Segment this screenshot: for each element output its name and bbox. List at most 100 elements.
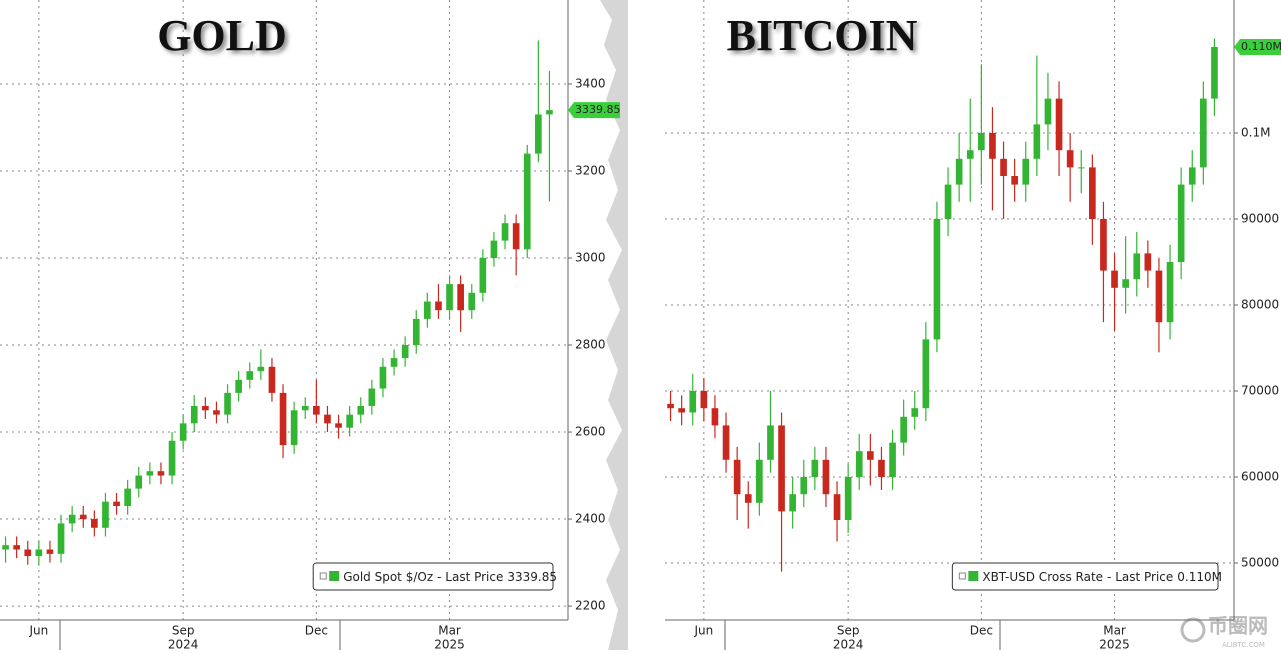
candle-body [1200, 98, 1207, 168]
candle-body [79, 514, 87, 520]
candle-body [202, 405, 209, 411]
candle-body [1022, 158, 1030, 185]
candle-body [490, 240, 498, 259]
legend-toggle [958, 572, 966, 580]
candle-body [1211, 46, 1218, 99]
x-year-label: 2025 [1099, 638, 1130, 651]
y-tick-label: 50000 [1241, 555, 1279, 569]
candle-body [822, 459, 830, 495]
candle-body [190, 405, 198, 424]
candle-body [213, 410, 220, 415]
legend-box [951, 562, 1219, 591]
candle-body [978, 132, 985, 151]
watermark-url: ALIBTC.COM [1222, 641, 1265, 649]
legend: Gold Spot $/Oz - Last Price 3339.85 [312, 562, 557, 591]
candle-body [301, 405, 309, 411]
y-tick-label: 2400 [575, 512, 606, 526]
candle-body [1188, 167, 1196, 185]
candle-body [1011, 175, 1018, 185]
legend-note: - Last Price [1107, 570, 1173, 584]
candle-body [667, 403, 674, 409]
candle-body [401, 345, 409, 359]
legend-swatch [329, 571, 340, 581]
candle-body [424, 301, 431, 319]
candle-body [944, 184, 952, 219]
legend-value: 3339.85 [507, 570, 557, 584]
candle-body [290, 410, 298, 446]
candle-body [91, 519, 98, 528]
y-tick-label: 2200 [575, 599, 606, 613]
candle-body [789, 494, 796, 512]
candle-body [844, 476, 852, 520]
candle-body [1066, 150, 1074, 168]
y-tick-label: 2600 [575, 425, 606, 439]
candle-body [390, 358, 398, 367]
candle-body [124, 488, 131, 507]
candle-body [867, 451, 874, 460]
candle-body [335, 423, 342, 428]
candle-body [224, 392, 231, 415]
candle-body [13, 545, 20, 550]
candle-body [1122, 279, 1129, 288]
candle-body [46, 549, 54, 554]
y-tick-label: 80000 [1241, 297, 1279, 311]
candle-body [479, 258, 487, 293]
chart-title: BITCOIN [727, 11, 918, 60]
candle-body [1111, 270, 1118, 288]
candle-body [435, 301, 442, 311]
candle-body [778, 425, 785, 512]
y-tick-label: 3200 [575, 163, 606, 177]
x-year-label: 2025 [434, 638, 465, 651]
candle-body [446, 284, 453, 311]
candle-body [357, 405, 365, 415]
candle-body [523, 153, 531, 250]
legend-note: - Last Price [437, 570, 503, 584]
candle-body [146, 471, 154, 476]
candle-body [412, 318, 420, 346]
candle-body [1144, 253, 1152, 271]
y-tick-label: 70000 [1241, 383, 1279, 397]
chart-title: GOLD [157, 11, 287, 60]
candle-body [168, 440, 176, 476]
candle-body [700, 390, 708, 409]
legend-name: XBT-USD Cross Rate [982, 570, 1103, 584]
candle-body [35, 549, 43, 557]
candle-body [546, 110, 553, 115]
candle-body [535, 114, 542, 154]
candle-body [501, 223, 509, 241]
price-tag-label: 0.110M [1241, 40, 1281, 53]
candle-body [246, 371, 254, 380]
candle-body [767, 425, 774, 460]
candle-body [800, 476, 808, 495]
x-tick-label: Mar [438, 624, 461, 638]
candle-body [1177, 184, 1185, 262]
candle-body [811, 459, 819, 477]
x-tick-label: Dec [970, 624, 993, 638]
candle-body [257, 366, 265, 372]
legend-value: 0.110M [1177, 570, 1222, 584]
candle-body [900, 416, 907, 443]
candle-body [235, 379, 242, 393]
x-tick-label: Jun [693, 624, 713, 638]
legend-text: Gold Spot $/Oz - Last Price 3339.85 [343, 570, 557, 584]
x-tick-label: Dec [305, 624, 328, 638]
x-tick-label: Jun [28, 624, 48, 638]
candle-body [1089, 167, 1096, 219]
x-year-label: 2024 [168, 638, 199, 651]
watermark-logo [1180, 617, 1206, 643]
candle-body [966, 150, 974, 159]
candle-body [157, 471, 165, 476]
legend-name: Gold Spot $/Oz [343, 570, 433, 584]
candle-body [135, 475, 143, 489]
candle-body [24, 549, 32, 557]
candle-body [955, 158, 963, 185]
candle-body [689, 390, 697, 413]
candle-body [922, 339, 930, 409]
candle-body [57, 523, 65, 554]
candle-body [313, 405, 320, 415]
x-tick-label: Mar [1103, 624, 1126, 638]
candle-body [1077, 167, 1085, 169]
watermark-name: 币圈网 [1208, 614, 1268, 638]
price-tag [568, 102, 620, 119]
